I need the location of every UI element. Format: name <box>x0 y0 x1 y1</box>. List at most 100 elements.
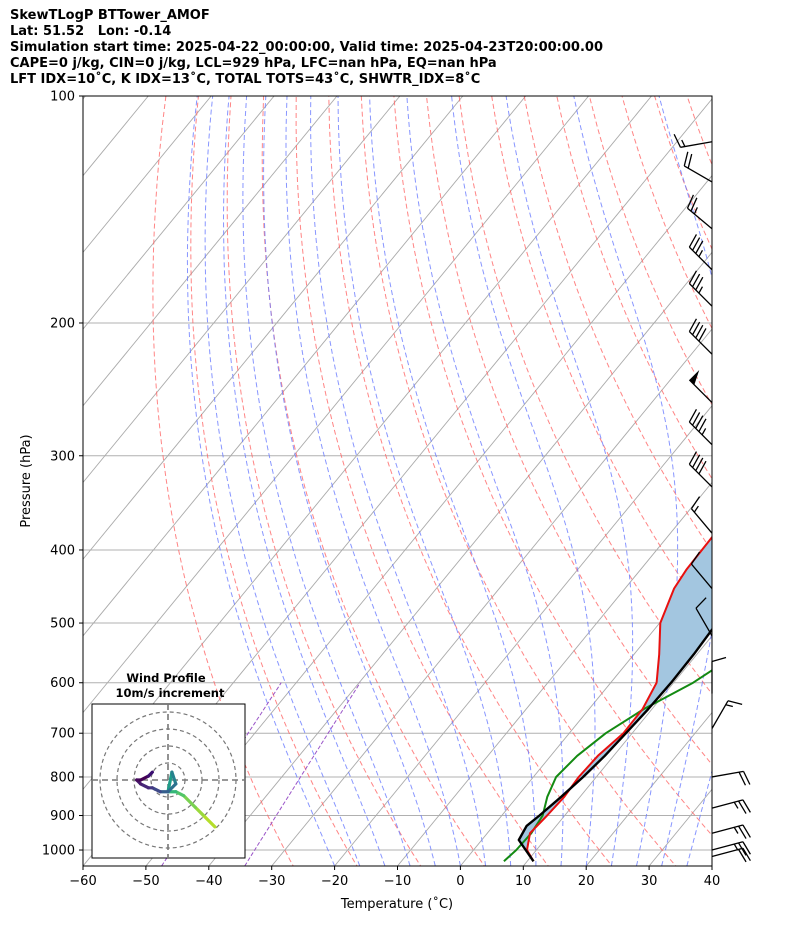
barb-half-feather <box>681 139 686 147</box>
title-line-3: Simulation start time: 2025-04-22_00:00:… <box>10 40 603 55</box>
wind-barb <box>711 700 743 729</box>
isotherm <box>271 328 712 866</box>
isotherm <box>83 96 212 254</box>
wind-barb <box>688 318 713 355</box>
x-tick-label: −10 <box>384 874 411 889</box>
barb-staff <box>688 283 713 307</box>
moist-adiabat <box>711 864 712 866</box>
barb-feather <box>688 408 698 423</box>
x-tick-label: −30 <box>258 874 285 889</box>
barb-staff <box>680 141 713 148</box>
barb-feather <box>683 151 689 167</box>
dry-adiabat <box>261 96 486 866</box>
barb-staff <box>688 379 713 404</box>
barb-half-feather <box>733 826 739 834</box>
barb-feather <box>698 460 707 475</box>
dry-adiabat <box>752 96 794 869</box>
wind-barb <box>711 841 751 856</box>
moist-adiabat <box>204 96 361 866</box>
barb-half-feather <box>733 801 739 809</box>
wind-barb <box>690 551 713 589</box>
moist-adiabat <box>406 96 564 866</box>
barb-feather <box>673 133 682 148</box>
barb-feather <box>742 847 751 862</box>
dry-adiabat <box>190 96 358 866</box>
barb-staff <box>688 331 713 355</box>
dry-adiabat <box>720 96 794 869</box>
dry-adiabat <box>523 96 712 553</box>
wind-barb <box>686 194 713 230</box>
hodograph-segment <box>166 782 178 794</box>
isotherm <box>648 788 712 866</box>
barb-staff <box>711 841 744 851</box>
barb-staff <box>711 847 744 858</box>
x-tick-label: −20 <box>321 874 348 889</box>
moist-adiabat <box>222 96 386 866</box>
moist-adiabat <box>737 96 794 866</box>
wind-barb <box>711 847 751 863</box>
barb-feather <box>695 415 704 429</box>
barb-half-feather <box>693 207 698 215</box>
wind-barb <box>688 270 713 307</box>
barb-half-feather <box>701 428 707 436</box>
x-axis-label: Temperature (˚C) <box>340 896 453 912</box>
indices-line-1: CAPE=0 j/kg, CIN=0 j/kg, LCL=929 hPa, LF… <box>10 56 497 71</box>
moist-adiabat <box>337 96 512 866</box>
moist-adiabat <box>310 96 487 866</box>
barb-feather <box>711 656 727 663</box>
y-tick-label: 500 <box>50 617 75 632</box>
isotherm <box>334 405 712 866</box>
chart-header: SkewTLogP BTTower_AMOF Lat: 51.52 Lon: -… <box>10 8 603 88</box>
dry-adiabat <box>654 96 712 251</box>
y-tick-label: 100 <box>50 90 75 105</box>
cape-shade <box>518 537 712 862</box>
moist-adiabat <box>369 96 537 866</box>
barb-staff <box>690 508 713 534</box>
dry-adiabat <box>226 96 422 866</box>
isotherm <box>83 96 401 484</box>
wind-barb <box>688 370 713 404</box>
barb-feather <box>690 197 698 212</box>
barb-feather <box>742 771 751 785</box>
barb-feather <box>738 842 747 856</box>
y-tick-label: 300 <box>50 449 75 464</box>
barb-feather <box>698 328 707 342</box>
barb-staff <box>687 207 713 230</box>
temperature-line <box>526 535 712 862</box>
barb-feather <box>691 273 701 288</box>
hodograph-segment <box>170 770 178 786</box>
dry-adiabat <box>426 96 712 766</box>
isotherm <box>145 174 712 866</box>
wind-barb <box>711 824 751 839</box>
barb-pennant <box>689 370 700 385</box>
isotherm <box>208 251 712 866</box>
barb-staff <box>690 563 713 589</box>
barb-staff <box>711 770 744 778</box>
hodograph-segment <box>193 805 205 817</box>
hodograph-segment <box>146 770 154 778</box>
barb-feather <box>695 597 707 609</box>
barb-staff <box>688 463 713 488</box>
title-line-2: Lat: 51.52 Lon: -0.14 <box>10 24 172 39</box>
isotherm <box>83 96 589 714</box>
barb-feather <box>695 324 704 339</box>
barb-staff <box>688 421 713 446</box>
hodograph-segment <box>182 794 197 809</box>
dry-adiabat <box>458 96 712 695</box>
barb-feather <box>687 153 693 169</box>
barb-feather <box>738 771 747 786</box>
wind-barb <box>695 597 713 637</box>
barb-half-feather <box>725 704 733 708</box>
moist-adiabat <box>242 96 411 866</box>
dry-adiabat <box>328 96 613 866</box>
barb-feather <box>698 418 707 432</box>
barb-staff <box>695 607 713 637</box>
barb-feather <box>738 825 747 839</box>
isotherm <box>711 865 712 866</box>
barb-feather <box>688 318 698 332</box>
isotherm <box>83 96 338 407</box>
wind-barb <box>688 451 713 488</box>
wind-barb <box>683 151 713 183</box>
barb-feather <box>738 849 747 863</box>
